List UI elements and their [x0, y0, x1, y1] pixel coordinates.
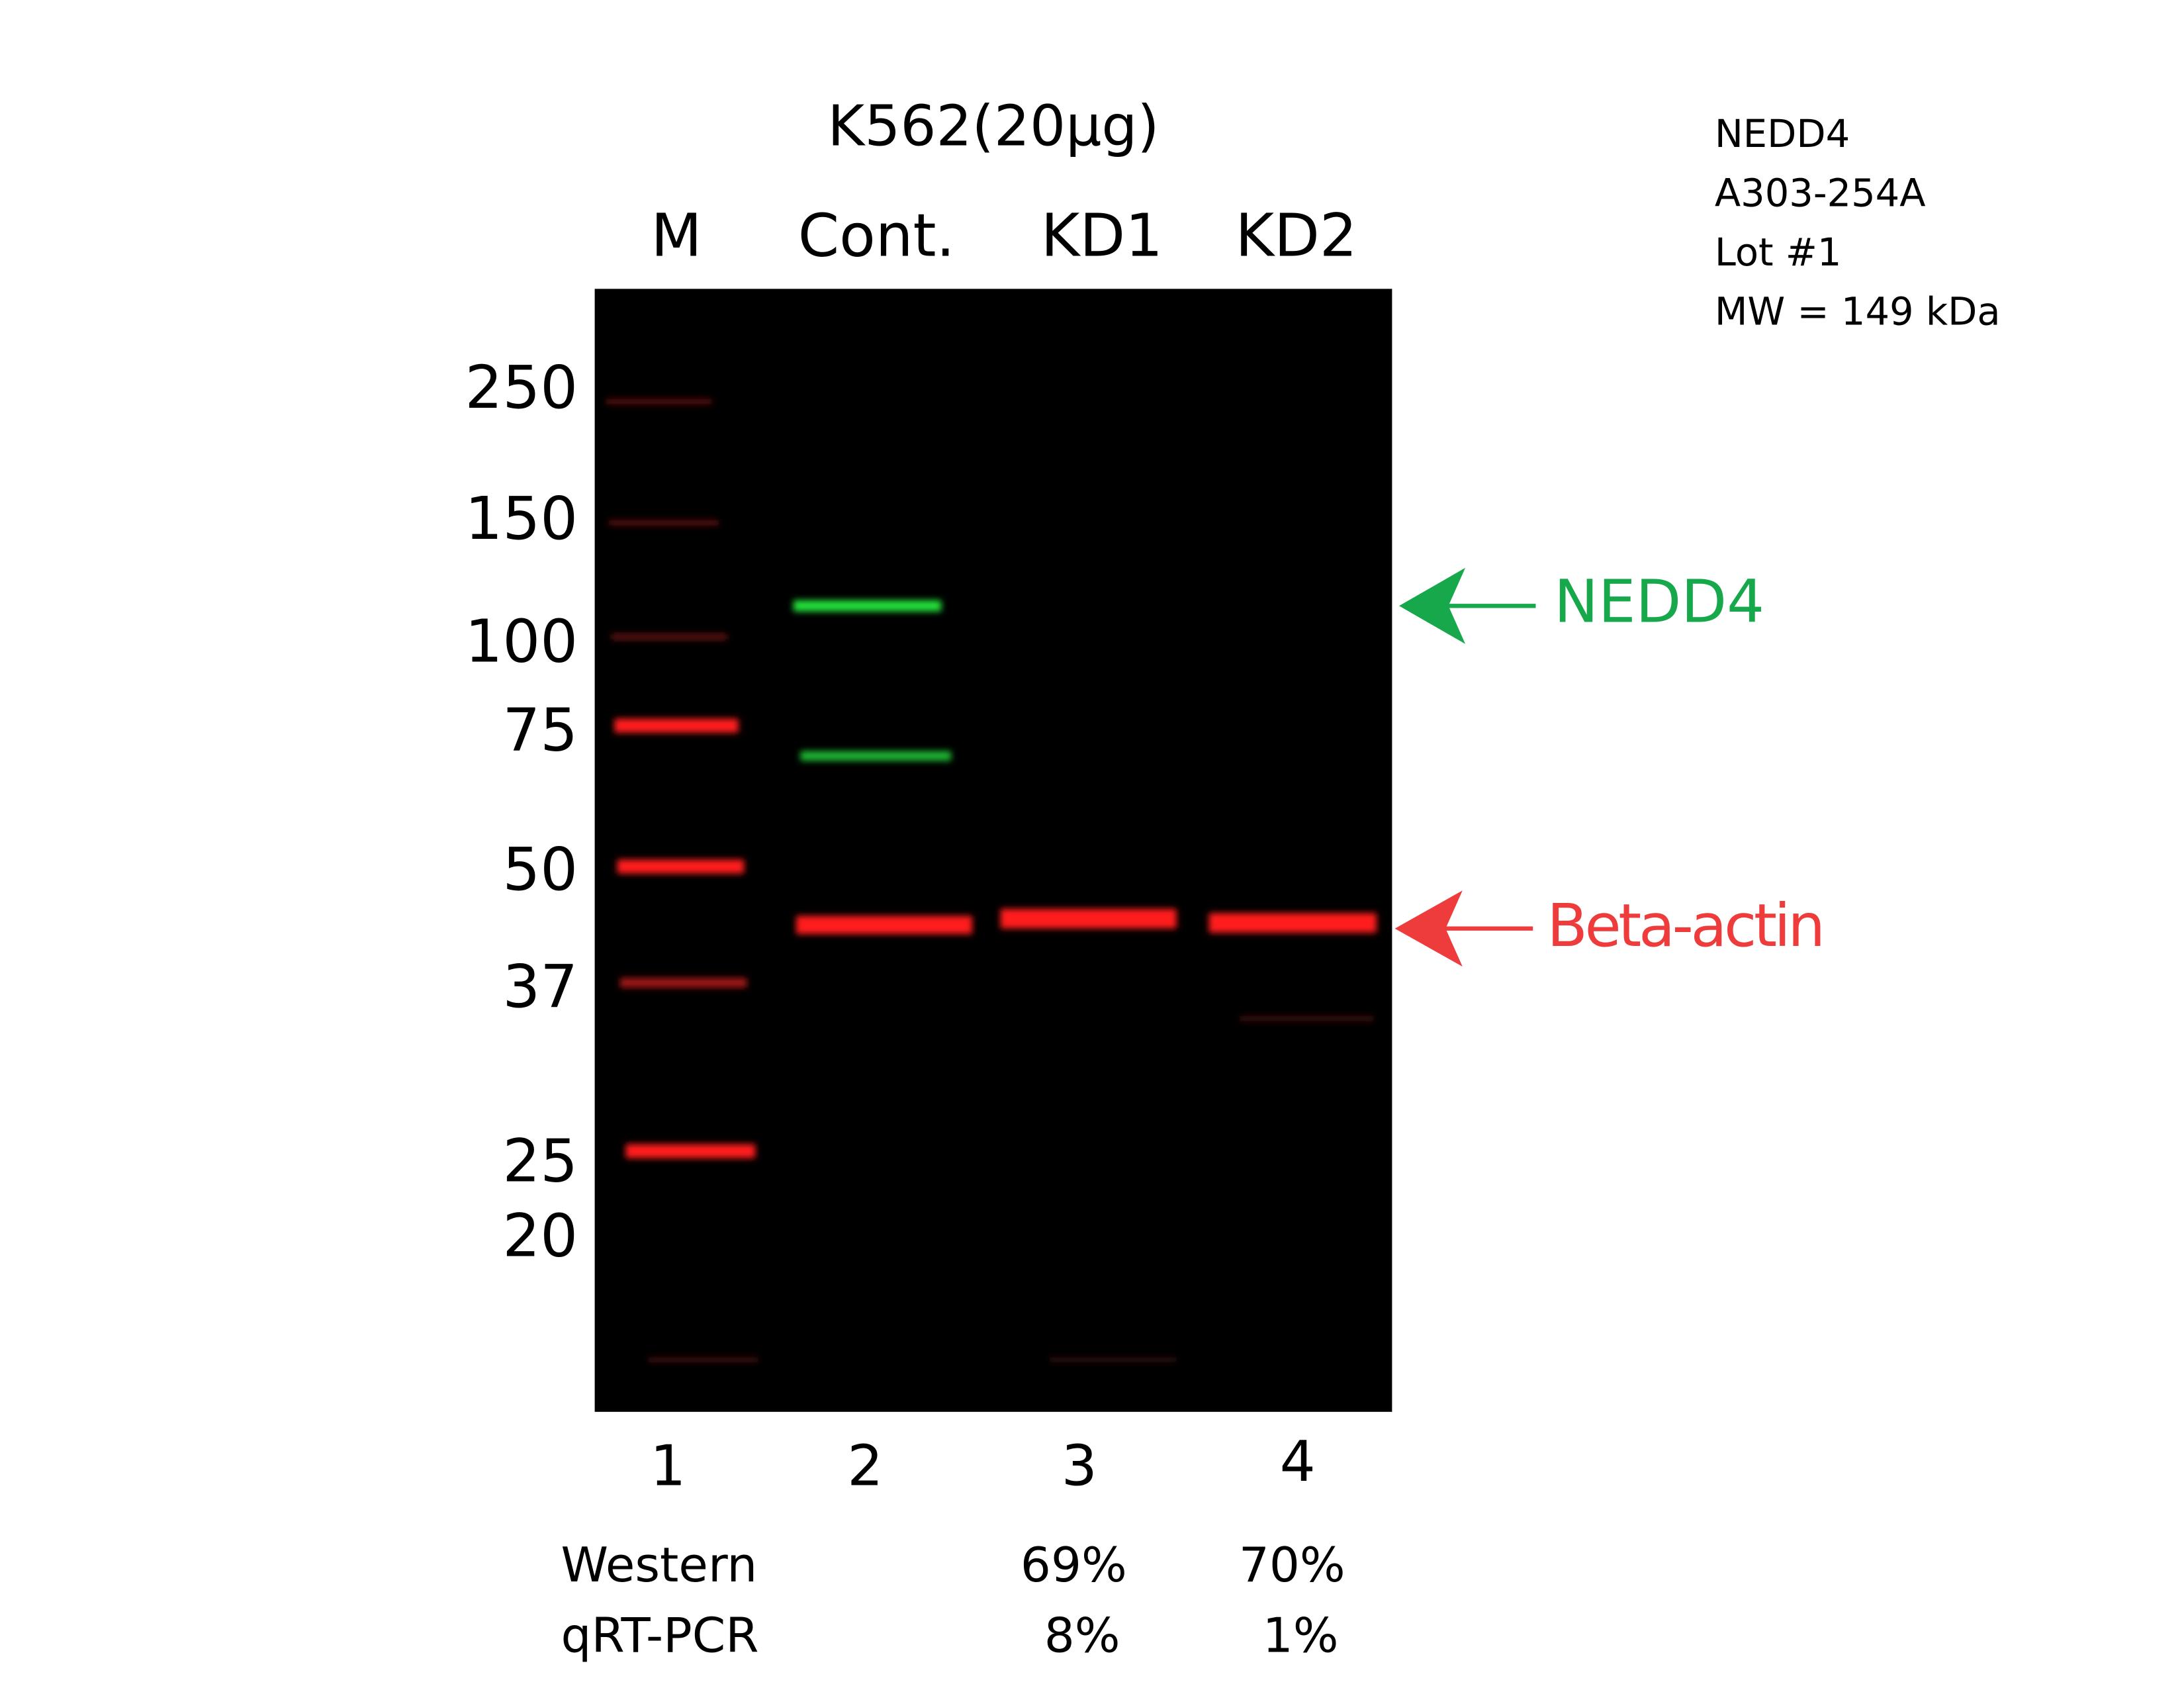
lane-label: KD2	[1235, 201, 1357, 270]
marker-label: 37	[502, 953, 578, 1021]
lane-label: M	[651, 201, 702, 270]
target-label: NEDD4	[1554, 568, 1764, 637]
row-value: 8%	[1044, 1609, 1120, 1664]
row-label: qRT-PCR	[561, 1609, 759, 1664]
lane-number: 4	[1280, 1429, 1316, 1495]
control-arrow	[1394, 890, 1533, 967]
info-line: A303-254A	[1715, 171, 1926, 215]
row-label: Western	[561, 1538, 758, 1593]
lane-label: KD1	[1041, 201, 1163, 270]
info-line: NEDD4	[1715, 112, 1850, 156]
marker-label: 50	[502, 835, 578, 904]
lane-number: 1	[650, 1434, 686, 1499]
marker-label: 25	[502, 1127, 578, 1196]
row-value: 1%	[1263, 1609, 1339, 1664]
title: K562(20µg)	[827, 93, 1159, 159]
row-value: 70%	[1239, 1538, 1345, 1593]
info-line: MW = 149 kDa	[1715, 289, 2001, 334]
bands	[606, 399, 1377, 1363]
lane-label: Cont.	[798, 201, 955, 270]
control-label: Beta-actin	[1547, 892, 1823, 961]
marker-label: 100	[465, 607, 578, 676]
target-arrow	[1399, 567, 1536, 644]
marker-label: 75	[502, 696, 578, 765]
marker-label: 150	[465, 485, 578, 553]
blot	[594, 289, 1392, 1412]
lane-number: 2	[847, 1434, 883, 1499]
info-line: Lot #1	[1715, 230, 1842, 275]
marker-label: 20	[502, 1202, 578, 1271]
row-value: 69%	[1021, 1538, 1127, 1593]
lane-number: 3	[1062, 1434, 1097, 1499]
marker-label: 250	[465, 353, 578, 422]
